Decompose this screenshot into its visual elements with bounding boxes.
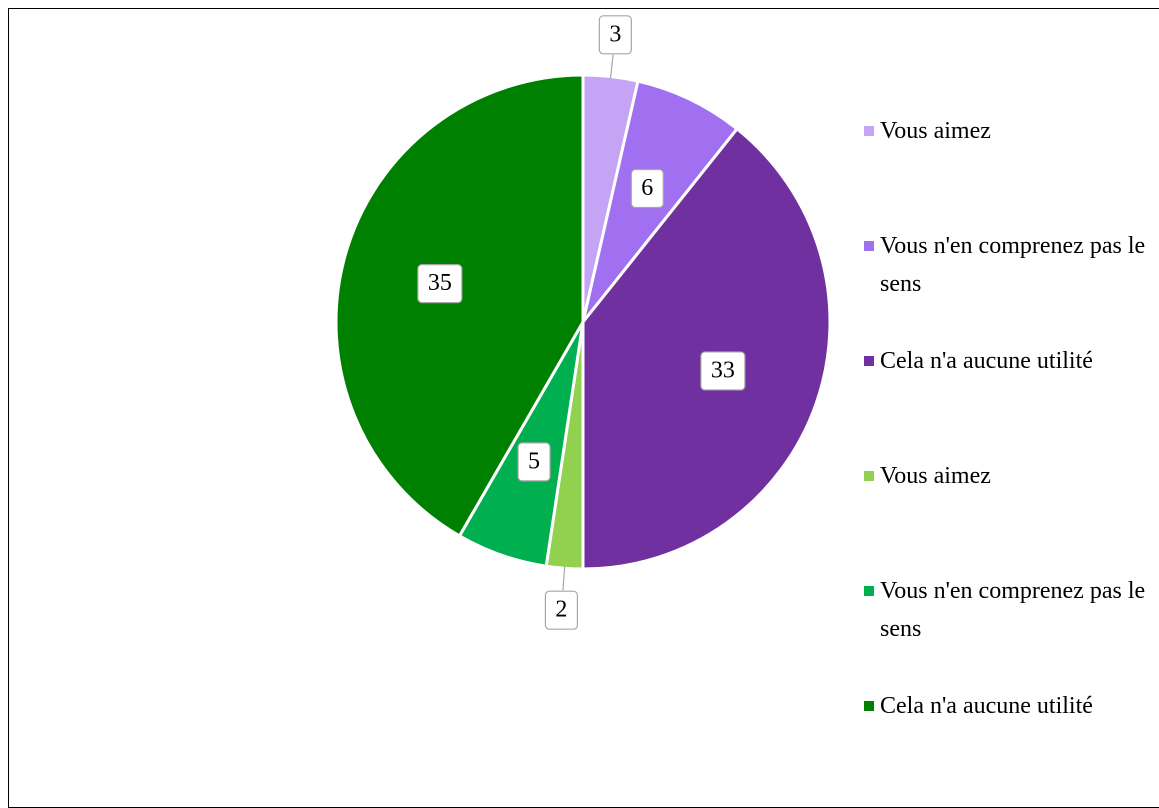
data-label-box xyxy=(598,15,632,55)
leader-line xyxy=(609,54,614,79)
data-label-text: 5 xyxy=(528,448,540,474)
data-label-text: 33 xyxy=(711,357,735,383)
data-label: 33 xyxy=(700,351,746,391)
legend-item: Vous n'en comprenez pas le sens xyxy=(858,227,1158,303)
data-label-text: 35 xyxy=(428,270,452,296)
data-label: 5 xyxy=(517,442,551,482)
legend-swatch xyxy=(864,241,874,251)
legend-label: Vous n'en comprenez pas le sens xyxy=(880,233,1146,297)
legend-swatch xyxy=(864,126,874,136)
legend-item: Vous n'en comprenez pas le sens xyxy=(858,572,1158,648)
data-label-box xyxy=(630,168,664,209)
data-label-box xyxy=(700,351,746,391)
leader-line xyxy=(562,566,566,591)
legend-label: Cela n'a aucune utilité xyxy=(880,693,1093,719)
data-label-box xyxy=(417,264,463,304)
data-label: 2 xyxy=(544,566,579,630)
data-label-text: 6 xyxy=(641,175,653,201)
data-label-text: 2 xyxy=(555,597,567,623)
legend-item: Cela n'a aucune utilité xyxy=(858,342,1158,380)
data-label-box xyxy=(517,442,551,482)
legend-swatch xyxy=(864,356,874,366)
legend-swatch xyxy=(864,471,874,481)
legend-item: Vous aimez xyxy=(858,457,1158,495)
data-label: 3 xyxy=(598,15,632,79)
legend-label: Vous aimez xyxy=(880,118,991,144)
legend-swatch xyxy=(864,586,874,596)
data-label-box xyxy=(544,590,579,630)
pie-slice xyxy=(334,73,585,538)
data-label: 35 xyxy=(417,264,463,304)
legend-swatch xyxy=(864,701,874,711)
data-label: 6 xyxy=(630,168,664,209)
legend-label: Vous n'en comprenez pas le sens xyxy=(880,578,1146,642)
legend-label: Vous aimez xyxy=(880,463,991,489)
legend-label: Cela n'a aucune utilité xyxy=(880,348,1093,374)
legend-item: Cela n'a aucune utilité xyxy=(858,687,1158,725)
pie-slice xyxy=(581,126,832,571)
data-label-text: 3 xyxy=(609,21,621,47)
legend-item: Vous aimez xyxy=(858,112,1158,150)
